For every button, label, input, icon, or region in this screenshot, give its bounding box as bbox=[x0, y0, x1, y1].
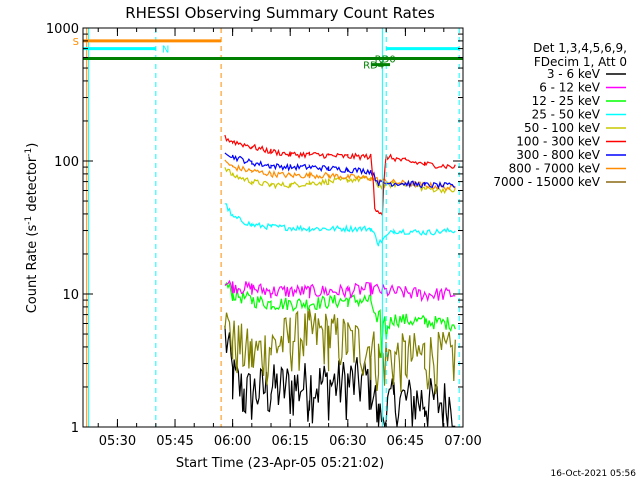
series-line-8 bbox=[224, 134, 456, 216]
plot-frame bbox=[82, 27, 464, 428]
y-tick-label-2: 100 bbox=[54, 155, 79, 170]
x-tick-label-1: 05:45 bbox=[156, 434, 193, 449]
legend-label-1: 6 - 12 keV bbox=[539, 81, 601, 95]
x-tick-label-3: 06:15 bbox=[271, 434, 308, 449]
legend-header-0: Det 1,3,4,5,6,9, bbox=[533, 41, 627, 55]
legend-label-6: 300 - 800 keV bbox=[516, 148, 600, 162]
ylabel-part-main: Count Rate (s bbox=[25, 225, 40, 314]
y-axis: 1 10 100 1000 bbox=[46, 22, 463, 436]
x-tick-label-6: 07:00 bbox=[444, 434, 481, 449]
y-tick-label-0: 1 bbox=[71, 421, 79, 436]
legend-header-1: FDecim 1, Att 0 bbox=[534, 55, 627, 69]
series-line-7 bbox=[224, 152, 456, 190]
annotation-label-4: RD4 bbox=[363, 61, 384, 72]
x-tick-label-2: 06:00 bbox=[214, 434, 251, 449]
annotation-label-3: RD0 bbox=[375, 54, 396, 65]
series-line-3 bbox=[224, 279, 456, 303]
series-line-1 bbox=[224, 308, 456, 395]
legend-label-4: 50 - 100 keV bbox=[524, 121, 601, 135]
x-tick-label-4: 06:30 bbox=[329, 434, 366, 449]
y-tick-label-3: 1000 bbox=[46, 22, 79, 37]
series-line-2 bbox=[224, 281, 456, 358]
x-axis: 05:30 05:45 06:00 06:15 06:30 06:45 07:00 bbox=[97, 28, 482, 449]
ylabel-sup-1: -1 bbox=[24, 216, 34, 225]
legend-label-3: 25 - 50 keV bbox=[532, 108, 601, 122]
series-line-4 bbox=[224, 203, 456, 247]
legend-label-8: 7000 - 15000 keV bbox=[493, 175, 600, 189]
y-tick-label-1: 10 bbox=[62, 288, 79, 303]
annotation-label-0: S bbox=[73, 37, 79, 48]
legend-label-2: 12 - 25 keV bbox=[532, 94, 601, 108]
plot-data bbox=[224, 134, 456, 427]
chart-title: RHESSI Observing Summary Count Rates bbox=[125, 4, 435, 22]
x-tick-label-0: 05:30 bbox=[99, 434, 136, 449]
y-axis-label: Count Rate (s-1 detector-1) bbox=[24, 143, 40, 314]
x-axis-label: Start Time (23-Apr-05 05:21:02) bbox=[176, 456, 384, 471]
legend-label-7: 800 - 7000 keV bbox=[509, 162, 601, 176]
plot-markers bbox=[86, 28, 460, 427]
ylabel-part-mid: detector bbox=[25, 156, 40, 216]
series-line-6 bbox=[224, 159, 456, 192]
legend-label-5: 100 - 300 keV bbox=[516, 135, 600, 149]
legend-label-0: 3 - 6 keV bbox=[547, 67, 601, 81]
annotation-label-1: N bbox=[162, 45, 169, 56]
legend: Det 1,3,4,5,6,9,FDecim 1, Att 03 - 6 keV… bbox=[493, 41, 627, 189]
x-tick-label-5: 06:45 bbox=[387, 434, 424, 449]
ylabel-sup-2: -1 bbox=[24, 148, 34, 157]
ylabel-part-end: ) bbox=[25, 143, 40, 148]
footer-timestamp: 16-Oct-2021 05:56 bbox=[551, 469, 637, 479]
